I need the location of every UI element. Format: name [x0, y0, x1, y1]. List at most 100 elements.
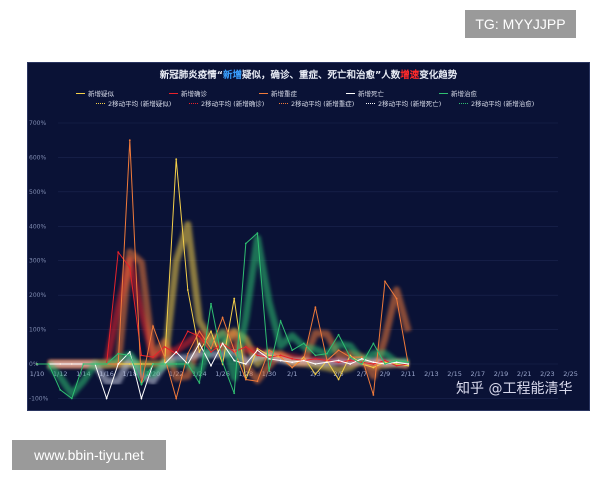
data-point [349, 363, 352, 365]
legend-label: 新增疑似 [88, 90, 114, 98]
legend-swatch [439, 92, 448, 94]
data-point [163, 356, 166, 359]
data-point [407, 363, 410, 365]
data-point [128, 363, 131, 365]
legend-item[interactable]: 新增重症 [259, 88, 297, 98]
legend-item[interactable]: 新增确诊 [169, 88, 207, 98]
data-point [210, 302, 212, 305]
x-tick-label: 2/25 [563, 370, 578, 378]
data-point [407, 364, 410, 367]
data-point [337, 349, 340, 352]
data-point [198, 335, 201, 338]
legend-item-ma[interactable]: 2移动平均 (新增重症) [279, 98, 354, 108]
data-point [244, 242, 247, 245]
data-point [268, 357, 270, 360]
data-point [233, 392, 236, 395]
data-point [256, 232, 259, 235]
x-tick-label: 2/19 [494, 370, 509, 378]
data-point [349, 356, 352, 359]
data-point [210, 330, 212, 333]
y-tick-label: 100% [29, 327, 46, 334]
data-point [152, 325, 154, 328]
data-point [268, 349, 270, 352]
legend-item-ma[interactable]: 2移动平均 (新增确诊) [189, 98, 264, 108]
data-point [326, 361, 328, 364]
data-point [372, 363, 375, 365]
x-tick-label: 2/23 [540, 370, 555, 378]
data-point [233, 359, 236, 362]
data-point [337, 359, 340, 362]
legend-swatch [189, 102, 198, 104]
data-point [186, 289, 189, 291]
legend-label: 2移动平均 (新增死亡) [378, 100, 442, 108]
data-point [128, 351, 131, 353]
data-point [163, 345, 166, 348]
legend-item-ma[interactable]: 2移动平均 (新增治愈) [459, 98, 534, 108]
data-point [395, 359, 398, 362]
legend-item[interactable]: 新增疑似 [76, 88, 114, 98]
x-tick-label: 2/9 [380, 370, 390, 378]
data-point [59, 388, 62, 391]
y-tick-label: -100% [29, 395, 49, 402]
legend-swatch [259, 92, 268, 94]
data-point [117, 363, 120, 365]
data-point [140, 397, 143, 400]
x-tick-label: 2/15 [447, 370, 462, 378]
data-point [395, 363, 398, 365]
data-point [70, 397, 73, 400]
data-point [302, 357, 305, 360]
data-point [175, 397, 178, 400]
data-point [291, 357, 294, 360]
y-tick-label: 400% [29, 223, 46, 230]
data-point [105, 397, 108, 400]
legend-label: 2移动平均 (新增疑似) [108, 100, 172, 108]
x-tick-label: 2/21 [517, 370, 532, 378]
data-point [128, 354, 131, 357]
x-tick-label: 2/7 [357, 370, 367, 378]
legend-label: 新增重症 [271, 90, 297, 98]
data-point [384, 280, 386, 283]
legend-item[interactable]: 新增治愈 [439, 88, 477, 98]
data-point [175, 351, 178, 353]
data-point [36, 363, 38, 365]
data-point [384, 363, 386, 365]
data-point [82, 363, 85, 365]
data-point [175, 158, 178, 161]
data-point [372, 366, 375, 369]
data-point [407, 361, 410, 364]
data-point [233, 349, 236, 352]
data-point [210, 347, 212, 350]
legend-item-ma[interactable]: 2移动平均 (新增疑似) [96, 98, 171, 108]
legend-swatch [96, 102, 105, 104]
data-point [117, 251, 120, 254]
data-point [337, 333, 340, 336]
data-point [210, 364, 212, 367]
data-point [349, 359, 352, 362]
data-point [268, 356, 270, 359]
data-point [268, 369, 270, 372]
legend-item-ma[interactable]: 2移动平均 (新增死亡) [366, 98, 441, 108]
data-point [256, 354, 259, 357]
data-point [198, 351, 201, 353]
legend-item[interactable]: 新增死亡 [346, 88, 384, 98]
data-point [279, 320, 282, 322]
x-tick-label: 2/1 [287, 370, 297, 378]
data-point [244, 378, 247, 381]
legend-label: 新增确诊 [181, 90, 207, 98]
data-point [198, 330, 201, 333]
x-tick-label: 1/16 [99, 370, 114, 378]
data-point [47, 363, 50, 365]
data-point [198, 342, 201, 345]
data-point [221, 316, 224, 319]
data-point [244, 363, 247, 365]
data-point [186, 352, 189, 355]
data-point [221, 342, 224, 345]
data-point [302, 342, 305, 345]
data-point [105, 363, 108, 365]
legend-label: 2移动平均 (新增重症) [291, 100, 355, 108]
data-point [221, 361, 224, 364]
data-point [360, 357, 363, 360]
tg-watermark: TG: MYYJJPP [465, 10, 576, 38]
legend-label: 新增死亡 [358, 90, 384, 98]
data-point [268, 354, 270, 357]
